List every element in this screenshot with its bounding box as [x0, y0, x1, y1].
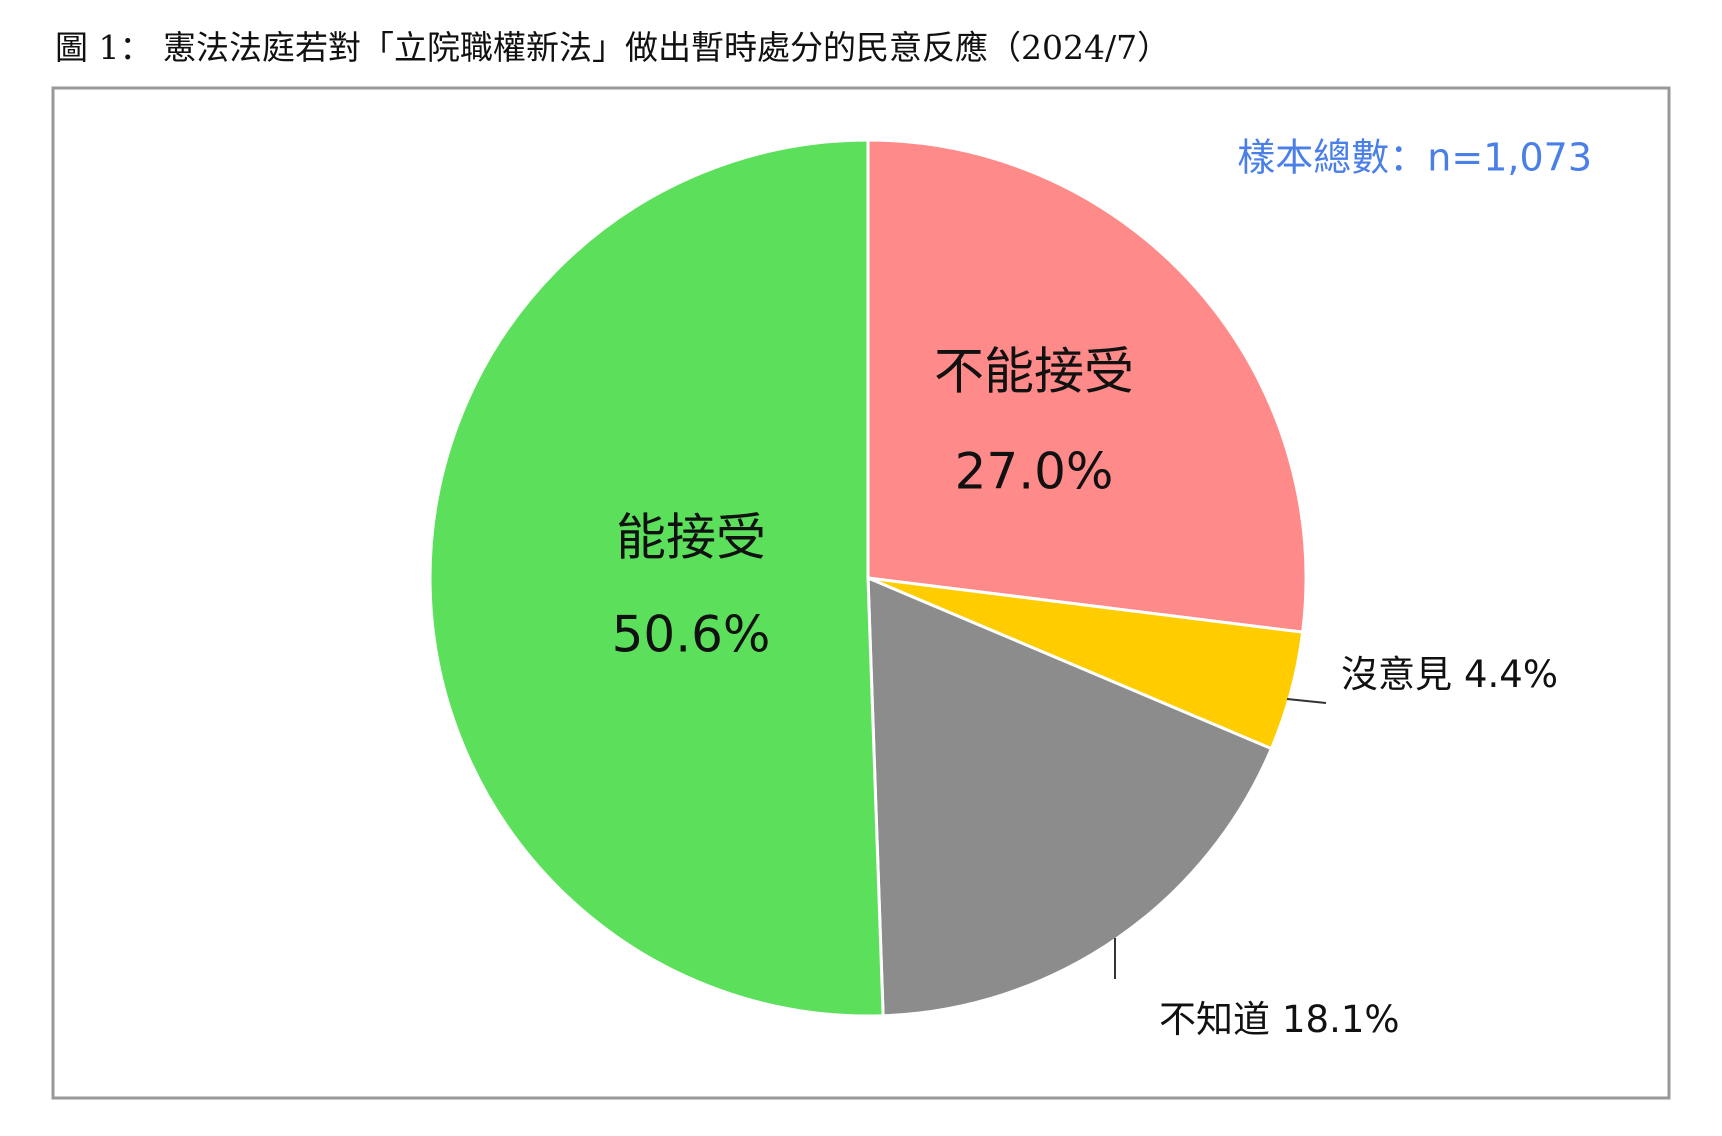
pie-slice — [428, 138, 885, 1018]
slice-label: 不能接受 — [934, 343, 1134, 401]
slice-label: 沒意見 — [1341, 653, 1452, 696]
value-label: 18.1% — [1282, 998, 1400, 1041]
pie-slice — [866, 138, 1308, 634]
slice-label-group: 不知道 18.1% — [1159, 998, 1400, 1041]
slice-label: 不知道 — [1159, 998, 1270, 1041]
leader-line — [1286, 698, 1327, 704]
slice-label-group: 沒意見 4.4% — [1341, 653, 1558, 696]
annotation: 樣本總數：n=1,073 — [1237, 136, 1592, 180]
pie-slice — [866, 575, 1274, 1018]
value-label: 27.0% — [955, 443, 1114, 501]
value-label: 4.4% — [1464, 653, 1558, 696]
chart-title: 圖 1： 憲法法庭若對「立院職權新法」做出暫時處分的民意反應（2024/7） — [55, 28, 1170, 67]
slice-label: 能接受 — [616, 509, 766, 567]
value-label: 50.6% — [612, 606, 771, 664]
